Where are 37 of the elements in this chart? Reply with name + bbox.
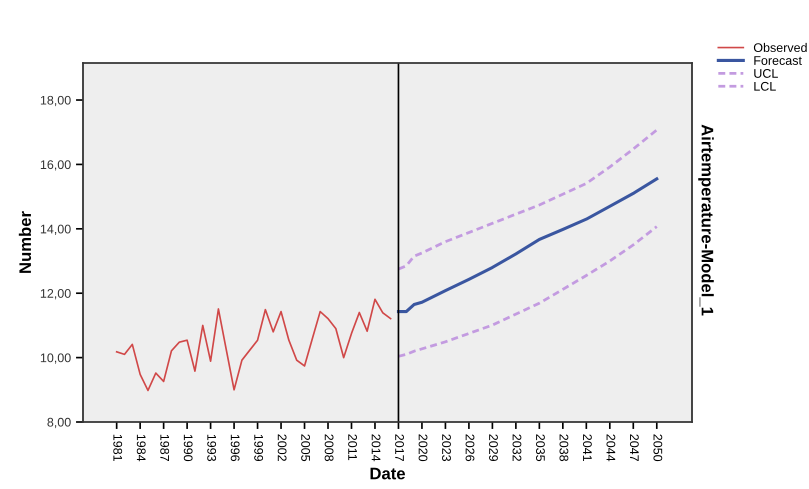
x-tick-label: 2026 xyxy=(466,434,474,462)
legend-label: UCL xyxy=(754,69,778,78)
x-tick-label: 2029 xyxy=(489,434,498,462)
x-tick-label: 1990 xyxy=(184,434,193,462)
text: Airtemperature-Model_1 xyxy=(698,124,714,316)
x-tick-label: 2008 xyxy=(324,434,334,462)
x-tick-label: 1999 xyxy=(254,434,264,462)
x-tick-label: 2014 xyxy=(372,434,380,462)
y-tick-label: 10,00 xyxy=(40,353,71,364)
x-tick-label: 1987 xyxy=(160,434,170,461)
y-tick-label: 14,00 xyxy=(40,224,71,235)
x-tick-label: 1984 xyxy=(136,434,146,462)
y-axis-title: Number xyxy=(18,211,32,273)
x-tick-label: 2044 xyxy=(606,434,616,462)
x-tick-label: 2035 xyxy=(536,434,545,462)
x-tick-label: 1981 xyxy=(113,434,122,462)
legend-label: LCL xyxy=(754,82,776,91)
x-tick-label: 1996 xyxy=(230,434,240,462)
x-tick-label: 2038 xyxy=(559,434,568,462)
x-tick-label: 1993 xyxy=(207,434,216,462)
x-tick-label: 2017 xyxy=(395,434,404,461)
y-tick-label: 8,00 xyxy=(47,418,71,428)
x-tick-label: 2041 xyxy=(582,434,592,462)
x-tick-label: 2002 xyxy=(278,434,287,461)
x-tick-label: 2023 xyxy=(442,434,451,462)
y-tick-label: 18,00 xyxy=(40,96,71,106)
legend-label: Observed xyxy=(754,42,807,52)
x-tick-label: 2047 xyxy=(630,434,639,461)
x-tick-label: 2032 xyxy=(512,434,522,461)
legend-label: Forecast xyxy=(754,56,802,65)
y-tick-label: 12,00 xyxy=(40,289,71,300)
x-tick-label: 2011 xyxy=(348,434,357,460)
x-tick-label: 2050 xyxy=(653,434,662,462)
x-tick-label: 2005 xyxy=(301,434,310,462)
x-tick-label: 2020 xyxy=(418,434,428,462)
y-tick-label: 16,00 xyxy=(40,160,71,171)
x-axis-title: Date xyxy=(370,468,405,480)
